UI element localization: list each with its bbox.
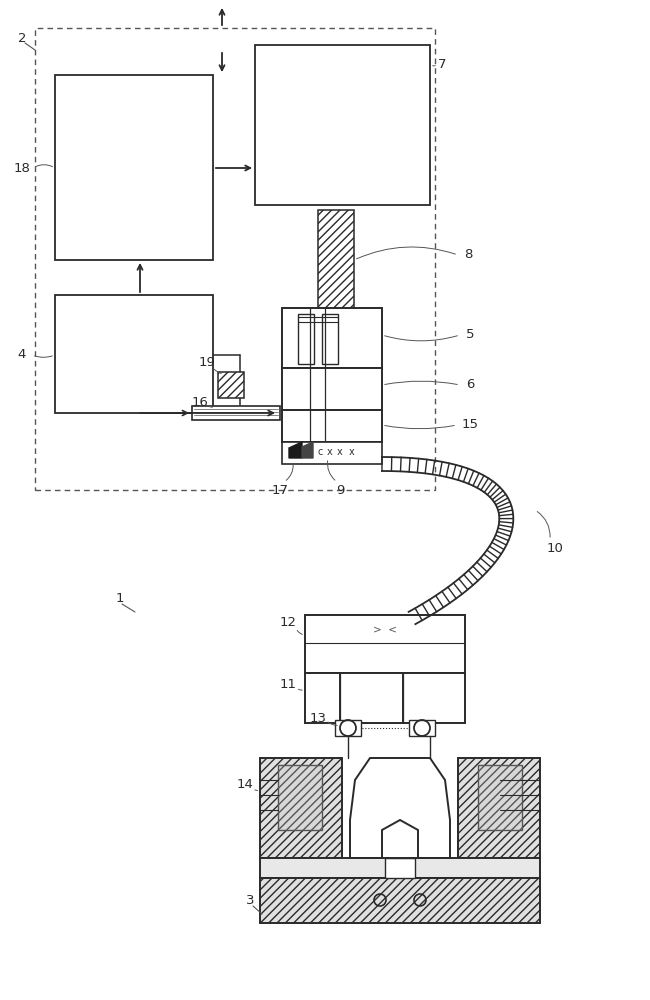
Text: 19: 19 [198, 357, 215, 369]
Text: 13: 13 [309, 712, 326, 724]
Bar [305, 673, 367, 723]
Text: x: x [327, 447, 333, 457]
Text: 12: 12 [280, 615, 296, 629]
Text: 10: 10 [547, 542, 564, 554]
Bar [260, 758, 342, 858]
Polygon shape [302, 442, 313, 458]
Bar [318, 210, 354, 310]
Text: 11: 11 [280, 678, 296, 692]
Bar [55, 75, 213, 260]
Bar [282, 442, 382, 464]
Text: 9: 9 [336, 484, 344, 496]
Text: 5: 5 [466, 328, 474, 342]
Bar [335, 720, 361, 736]
Bar [409, 720, 435, 736]
Bar [340, 673, 403, 723]
Bar [282, 308, 382, 368]
Text: 14: 14 [237, 778, 254, 792]
Text: 7: 7 [437, 58, 447, 72]
Text: 2: 2 [18, 31, 26, 44]
Bar [403, 673, 465, 723]
Text: 18: 18 [14, 161, 31, 174]
Text: 1: 1 [116, 591, 124, 604]
Bar [305, 615, 465, 673]
Bar [458, 758, 540, 858]
Bar [298, 314, 314, 364]
Bar [385, 858, 415, 878]
Bar [478, 765, 522, 830]
Bar [260, 858, 540, 878]
Text: 4: 4 [18, 349, 26, 361]
Bar [35, 28, 435, 490]
Bar [282, 410, 382, 442]
Bar [255, 45, 430, 205]
Bar [55, 295, 213, 413]
Bar [218, 372, 244, 398]
Text: 15: 15 [462, 418, 478, 432]
Text: >  <: > < [373, 625, 397, 635]
Text: 16: 16 [192, 395, 209, 408]
Bar [278, 765, 322, 830]
Bar [192, 406, 280, 420]
Bar [260, 878, 540, 923]
Text: x: x [337, 447, 343, 457]
Text: 3: 3 [246, 894, 254, 906]
Bar [282, 368, 382, 410]
Text: 17: 17 [272, 484, 289, 496]
Text: x: x [349, 447, 355, 457]
Text: 6: 6 [466, 378, 474, 391]
Text: 8: 8 [464, 248, 472, 261]
Bar [322, 314, 338, 364]
Text: c: c [317, 447, 322, 457]
Polygon shape [289, 442, 302, 458]
